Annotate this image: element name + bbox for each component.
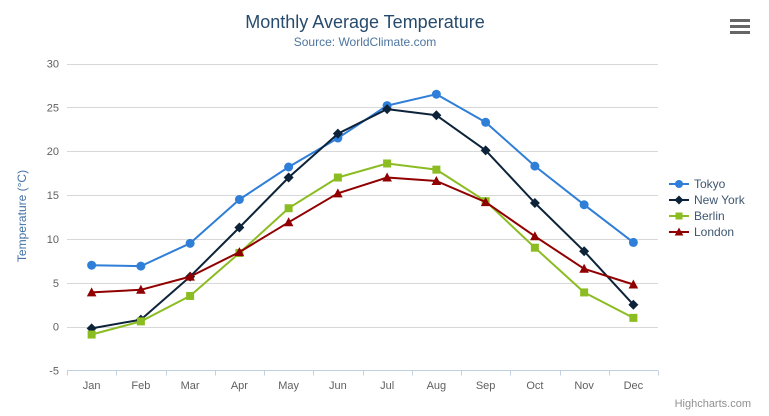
legend-item-london[interactable]: London (669, 224, 745, 240)
legend-square-icon (669, 212, 689, 220)
tokyo-series-line[interactable] (90, 93, 635, 268)
london-marker-jun[interactable] (333, 188, 343, 198)
credits-link[interactable]: Highcharts.com (674, 398, 751, 410)
x-axis-label: Dec (624, 380, 644, 392)
legend-item-berlin[interactable]: Berlin (669, 208, 745, 224)
london-marker-oct[interactable] (530, 231, 540, 241)
tokyo-marker-oct[interactable] (530, 161, 540, 171)
london-marker-may[interactable] (283, 217, 294, 227)
berlin-marker-oct[interactable] (530, 243, 539, 252)
new-york-series-line[interactable] (90, 108, 635, 330)
y-axis-label: 5 (53, 278, 59, 290)
london-marker-mar[interactable] (185, 271, 195, 281)
tokyo-marker-aug[interactable] (431, 89, 441, 99)
hamburger-bar (730, 19, 750, 22)
new-york-marker-oct[interactable] (529, 197, 540, 208)
x-axis-label: Oct (526, 380, 543, 392)
legend: Tokyo New York Berlin London (669, 176, 745, 240)
y-axis-label: 0 (53, 322, 59, 334)
y-axis-label: 25 (47, 102, 59, 114)
tokyo-marker-sep[interactable] (481, 117, 491, 127)
hamburger-bar (730, 31, 750, 34)
tokyo-marker-jan[interactable] (87, 260, 97, 270)
legend-item-label: Tokyo (694, 177, 726, 191)
legend-item-tokyo[interactable]: Tokyo (669, 176, 745, 192)
hamburger-icon[interactable] (730, 19, 750, 34)
tokyo-marker-may[interactable] (284, 162, 294, 172)
new-york-marker-sep[interactable] (480, 145, 491, 156)
x-axis-label: Jan (83, 380, 101, 392)
legend-triangle-icon (669, 227, 689, 236)
london-marker-apr[interactable] (234, 247, 245, 257)
legend-item-label: London (694, 225, 735, 239)
x-axis-label: Jun (329, 380, 347, 392)
new-york-marker-dec[interactable] (628, 299, 639, 310)
berlin-marker-jan[interactable] (87, 330, 96, 339)
berlin-marker-aug[interactable] (432, 165, 441, 174)
x-axis-label: Apr (231, 380, 248, 392)
chart-subtitle: Source: WorldClimate.com (293, 35, 437, 49)
y-axis-label: -5 (49, 366, 59, 378)
berlin-marker-mar[interactable] (186, 291, 195, 300)
new-york-marker-aug[interactable] (431, 110, 442, 121)
london-marker-dec[interactable] (628, 279, 639, 289)
x-axis-label: Sep (476, 380, 496, 392)
tokyo-marker-dec[interactable] (628, 237, 638, 247)
legend-diamond-icon (669, 195, 689, 205)
london-marker-jul[interactable] (382, 172, 392, 182)
berlin-marker-dec[interactable] (629, 313, 638, 322)
x-axis-label: Feb (131, 380, 150, 392)
london-marker-feb[interactable] (136, 284, 146, 294)
london-marker-nov[interactable] (579, 263, 589, 273)
x-axis-label: Mar (181, 380, 200, 392)
x-axis-label: Nov (574, 380, 594, 392)
legend-item-label: New York (694, 193, 745, 207)
legend-circle-icon (669, 180, 689, 188)
new-york-marker-jul[interactable] (382, 104, 393, 115)
y-axis-label: 20 (47, 146, 59, 158)
london-series-line[interactable] (90, 176, 635, 294)
x-axis-label: Aug (427, 380, 447, 392)
tokyo-marker-nov[interactable] (579, 200, 589, 210)
london-marker-jan[interactable] (86, 287, 97, 297)
x-axis-label: Jul (380, 380, 394, 392)
berlin-marker-jul[interactable] (383, 159, 392, 168)
y-axis-label: 15 (47, 190, 59, 202)
new-york-marker-may[interactable] (283, 172, 294, 183)
berlin-marker-jun[interactable] (333, 173, 342, 182)
tokyo-marker-feb[interactable] (136, 261, 146, 271)
new-york-marker-nov[interactable] (579, 246, 590, 257)
legend-item-new-york[interactable]: New York (669, 192, 745, 208)
legend-item-label: Berlin (694, 209, 725, 223)
x-axis-label: May (278, 380, 299, 392)
y-axis-label: 30 (47, 59, 59, 71)
berlin-marker-feb[interactable] (136, 317, 145, 326)
berlin-series-line[interactable] (90, 162, 635, 336)
berlin-marker-nov[interactable] (580, 288, 589, 297)
chart-title: Monthly Average Temperature (245, 12, 485, 32)
london-marker-sep[interactable] (480, 197, 491, 207)
london-marker-aug[interactable] (431, 176, 442, 186)
berlin-marker-may[interactable] (284, 204, 293, 213)
tokyo-marker-mar[interactable] (185, 238, 195, 248)
new-york-marker-jun[interactable] (332, 128, 343, 139)
new-york-marker-apr[interactable] (234, 222, 245, 233)
y-axis-title: Temperature (°C) (15, 169, 29, 263)
y-axis-label: 10 (47, 234, 59, 246)
tokyo-marker-apr[interactable] (234, 194, 244, 204)
hamburger-bar (730, 25, 750, 28)
